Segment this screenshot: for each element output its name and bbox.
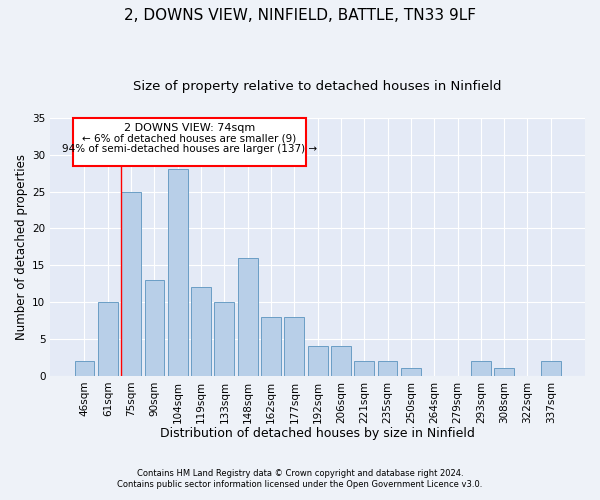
Bar — [168, 170, 188, 376]
Bar — [377, 361, 397, 376]
Text: ← 6% of detached houses are smaller (9): ← 6% of detached houses are smaller (9) — [82, 134, 296, 143]
Bar — [191, 288, 211, 376]
Text: 2, DOWNS VIEW, NINFIELD, BATTLE, TN33 9LF: 2, DOWNS VIEW, NINFIELD, BATTLE, TN33 9L… — [124, 8, 476, 22]
Bar — [261, 317, 281, 376]
FancyBboxPatch shape — [73, 118, 306, 166]
Bar — [74, 361, 94, 376]
Bar — [284, 317, 304, 376]
Bar — [355, 361, 374, 376]
Bar — [214, 302, 234, 376]
Bar — [238, 258, 257, 376]
Text: 2 DOWNS VIEW: 74sqm: 2 DOWNS VIEW: 74sqm — [124, 123, 255, 133]
Text: Contains HM Land Registry data © Crown copyright and database right 2024.: Contains HM Land Registry data © Crown c… — [137, 468, 463, 477]
Bar — [145, 280, 164, 376]
X-axis label: Distribution of detached houses by size in Ninfield: Distribution of detached houses by size … — [160, 427, 475, 440]
Bar — [121, 192, 141, 376]
Bar — [98, 302, 118, 376]
Bar — [331, 346, 351, 376]
Y-axis label: Number of detached properties: Number of detached properties — [15, 154, 28, 340]
Title: Size of property relative to detached houses in Ninfield: Size of property relative to detached ho… — [133, 80, 502, 93]
Bar — [541, 361, 560, 376]
Bar — [401, 368, 421, 376]
Text: Contains public sector information licensed under the Open Government Licence v3: Contains public sector information licen… — [118, 480, 482, 489]
Text: 94% of semi-detached houses are larger (137) →: 94% of semi-detached houses are larger (… — [62, 144, 317, 154]
Bar — [471, 361, 491, 376]
Bar — [308, 346, 328, 376]
Bar — [494, 368, 514, 376]
